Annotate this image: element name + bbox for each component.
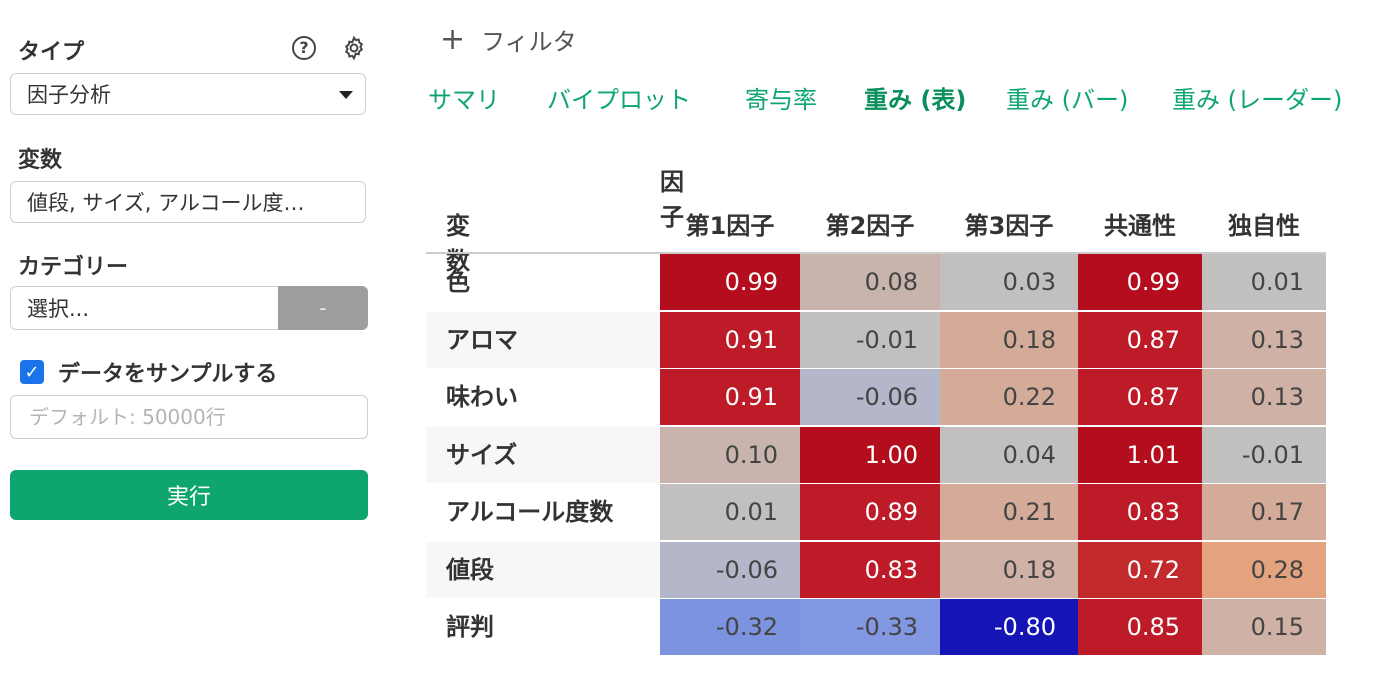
table-cell: 0.85: [1078, 599, 1202, 655]
table-cell: 0.83: [1078, 484, 1202, 540]
table-cell: 0.91: [660, 311, 800, 368]
type-select[interactable]: 因子分析: [10, 73, 366, 115]
tab-contribution[interactable]: 寄与率: [745, 86, 817, 114]
table-cell: 0.91: [660, 369, 800, 425]
help-button[interactable]: ?: [290, 34, 318, 62]
gear-icon: [344, 35, 364, 61]
help-icon: ?: [292, 36, 316, 60]
table-cell: -0.06: [800, 369, 940, 425]
category-clear-button[interactable]: -: [278, 286, 368, 330]
table-cell: 0.17: [1202, 484, 1326, 540]
row-label: アルコール度数: [446, 498, 614, 526]
table-cell: -0.32: [660, 599, 800, 655]
column-header-uniqueness: 独自性: [1228, 212, 1300, 240]
table-cell: 0.89: [800, 484, 940, 540]
table-row: サイズ 0.10 1.00 0.04 1.01 -0.01: [426, 426, 1326, 483]
column-header-factor3: 第3因子: [964, 212, 1054, 240]
tab-weights-bar[interactable]: 重み (バー): [1006, 86, 1129, 114]
table-row: 値段 -0.06 0.83 0.18 0.72 0.28: [426, 541, 1326, 598]
row-label: サイズ: [446, 440, 518, 469]
sample-size-input[interactable]: [10, 395, 368, 439]
run-button[interactable]: 実行: [10, 470, 368, 520]
table-cell: 0.83: [800, 541, 940, 598]
table-cell: -0.01: [800, 311, 940, 368]
table-cell: -0.06: [660, 541, 800, 598]
category-label: カテゴリー: [18, 255, 129, 280]
row-label: 色: [446, 268, 470, 296]
table-cell: 0.28: [1202, 541, 1326, 598]
filter-label: フィルタ: [481, 28, 577, 56]
variable-column-header: 変数: [446, 212, 470, 275]
variables-label: 変数: [18, 148, 63, 173]
settings-button[interactable]: [340, 34, 368, 62]
table-cell: 0.08: [800, 254, 940, 310]
type-select-value: 因子分析: [27, 83, 111, 107]
table-cell: 0.13: [1202, 369, 1326, 425]
table-cell: 0.15: [1202, 599, 1326, 655]
table-cell: 0.22: [940, 369, 1078, 425]
table-cell: 0.01: [1202, 254, 1326, 310]
header-divider: [426, 252, 1326, 254]
table-cell: 0.99: [1078, 254, 1202, 310]
table-row: 味わい 0.91 -0.06 0.22 0.87 0.13: [426, 369, 1326, 425]
table-cell: 0.72: [1078, 541, 1202, 598]
category-select[interactable]: 選択...: [10, 286, 278, 330]
sample-checkbox[interactable]: ✓: [20, 360, 44, 384]
row-label: 味わい: [446, 383, 518, 411]
column-header-factor2: 第2因子: [825, 212, 915, 240]
table-cell: 0.87: [1078, 369, 1202, 425]
add-filter-button[interactable]: + フィルタ: [440, 22, 577, 57]
column-header-factor1: 第1因子: [685, 212, 775, 240]
table-cell: 0.18: [940, 541, 1078, 598]
tab-biplot[interactable]: バイプロット: [547, 86, 691, 114]
table-cell: 0.87: [1078, 311, 1202, 368]
row-label: 値段: [446, 555, 494, 584]
table-row: アロマ 0.91 -0.01 0.18 0.87 0.13: [426, 311, 1326, 368]
table-row: アルコール度数 0.01 0.89 0.21 0.83 0.17: [426, 484, 1326, 540]
table-row: 評判 -0.32 -0.33 -0.80 0.85 0.15: [426, 599, 1326, 655]
checkmark-icon: ✓: [24, 361, 40, 383]
table-cell: -0.80: [940, 599, 1078, 655]
tab-summary[interactable]: サマリ: [428, 86, 500, 114]
variables-select[interactable]: 値段, サイズ, アルコール度…: [10, 181, 366, 223]
table-cell: 0.21: [940, 484, 1078, 540]
row-label: アロマ: [446, 325, 518, 354]
table-row: 色 0.99 0.08 0.03 0.99 0.01: [426, 254, 1326, 310]
variables-select-value: 値段, サイズ, アルコール度…: [27, 191, 305, 215]
table-cell: 0.18: [940, 311, 1078, 368]
table-cell: 1.01: [1078, 426, 1202, 483]
table-cell: -0.33: [800, 599, 940, 655]
table-cell: 0.01: [660, 484, 800, 540]
table-cell: 0.13: [1202, 311, 1326, 368]
chevron-down-icon: [339, 91, 353, 99]
table-cell: 0.04: [940, 426, 1078, 483]
table-cell: 0.99: [660, 254, 800, 310]
table-cell: 1.00: [800, 426, 940, 483]
category-control: 選択... -: [10, 286, 368, 330]
plus-icon: +: [440, 21, 466, 57]
table-cell: 0.10: [660, 426, 800, 483]
sample-checkbox-row: ✓ データをサンプルする: [20, 356, 277, 388]
category-select-value: 選択...: [27, 297, 90, 321]
tab-weights-radar[interactable]: 重み (レーダー): [1172, 86, 1343, 114]
table-cell: 0.03: [940, 254, 1078, 310]
column-header-communality: 共通性: [1104, 212, 1176, 240]
sample-checkbox-label[interactable]: データをサンプルする: [58, 362, 278, 387]
row-label: 評判: [446, 613, 494, 641]
tab-weights-table[interactable]: 重み (表): [864, 86, 967, 114]
table-cell: -0.01: [1202, 426, 1326, 483]
factor-group-header: 因子: [660, 168, 684, 231]
type-label: タイプ: [18, 40, 85, 65]
